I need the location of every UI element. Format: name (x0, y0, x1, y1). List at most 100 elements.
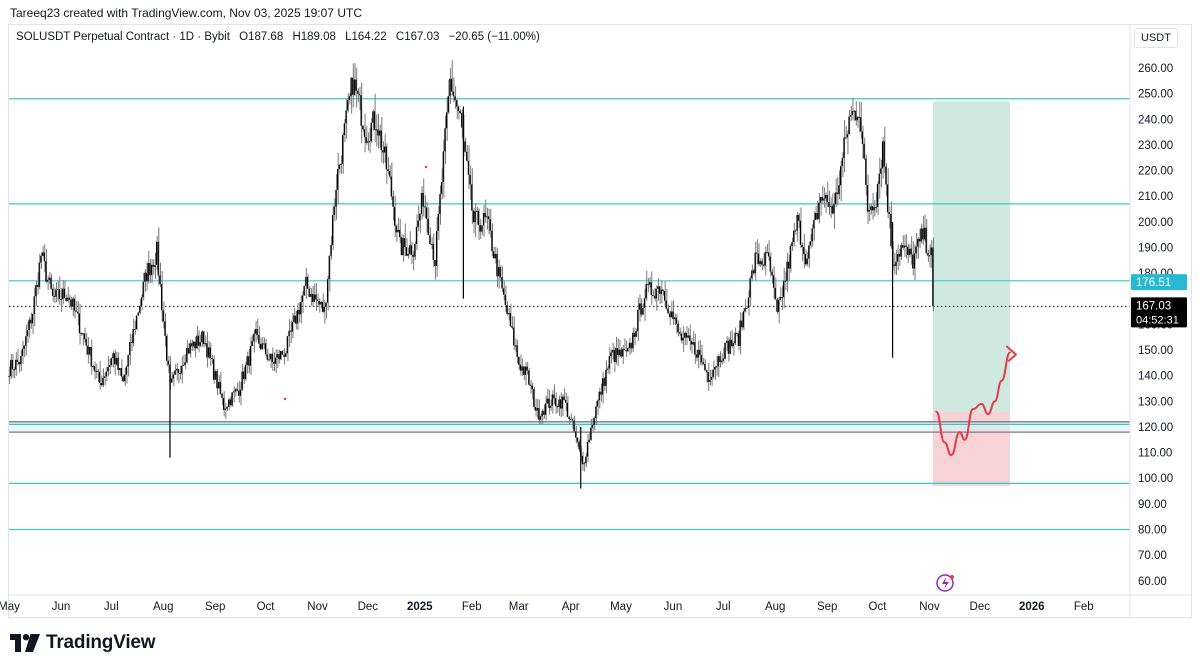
candle-body (446, 112, 448, 129)
y-tick-label: 200.00 (1138, 217, 1173, 229)
candle-body (506, 305, 508, 315)
candle-body (117, 357, 119, 370)
candle-body (591, 424, 594, 428)
candle-body (31, 313, 34, 324)
candle-body (893, 264, 895, 266)
currency-selector[interactable]: USDT (1134, 28, 1178, 48)
y-tick-label: 260.00 (1138, 63, 1173, 75)
candle-body (276, 354, 278, 358)
candle-body (412, 254, 414, 257)
candle-body (575, 431, 577, 438)
candle-body (280, 350, 282, 360)
candles-layer (8, 60, 934, 489)
candle-body (147, 263, 149, 282)
candle-body (68, 297, 70, 300)
candle-body (920, 228, 922, 242)
candle-body (144, 272, 146, 282)
chart-frame[interactable] (8, 24, 1192, 618)
candle-body (21, 348, 24, 357)
candle-body (259, 343, 262, 350)
candle-body (762, 264, 765, 266)
candle-body (878, 173, 880, 184)
candle-body (83, 333, 86, 340)
candle-body (405, 247, 407, 256)
candle-body (551, 394, 553, 406)
candle-body (751, 270, 753, 279)
candle-body (130, 342, 132, 344)
candle-body (271, 353, 273, 362)
x-tick-label: Dec (358, 601, 379, 613)
candle-body (699, 349, 701, 355)
candle-body (162, 310, 164, 322)
misc-layer (283, 165, 954, 592)
candle-body (534, 407, 537, 411)
x-tick-label: Nov (307, 601, 328, 613)
candle-body (689, 335, 691, 342)
candle-body (860, 117, 862, 132)
candle-body (46, 279, 49, 282)
y-tick-label: 220.00 (1138, 166, 1173, 178)
candle-body (603, 378, 605, 386)
candle-body (172, 374, 174, 379)
candle-body (529, 384, 532, 386)
candle-body (226, 406, 228, 409)
candle-body (347, 100, 349, 111)
candle-body (779, 297, 781, 300)
candle-body (152, 264, 154, 267)
candle-body (865, 158, 867, 185)
candle-body (177, 368, 179, 373)
tradingview-logo-icon (10, 634, 40, 652)
candle-body (558, 399, 560, 408)
candle-body (137, 312, 139, 316)
candle-body (831, 205, 833, 214)
candle-body (786, 261, 788, 281)
candle-body (606, 368, 609, 370)
candle-body (611, 349, 614, 353)
candle-body (58, 289, 60, 299)
candle-body (36, 285, 39, 287)
candle-body (776, 299, 778, 312)
candle-body (880, 168, 882, 174)
candle-body (759, 261, 761, 265)
y-tick-label: 60.00 (1138, 576, 1167, 588)
candle-body (174, 370, 176, 375)
candle-body (560, 399, 562, 409)
candle-body (422, 192, 424, 207)
candle-body (630, 342, 632, 349)
candle-body (650, 282, 652, 296)
candle-body (78, 313, 81, 334)
candle-body (291, 321, 293, 332)
x-tick-label: Jun (52, 601, 71, 613)
candle-body (769, 256, 771, 272)
candle-body (855, 110, 857, 121)
candle-body (216, 371, 218, 389)
candle-body (829, 205, 832, 207)
candle-body (590, 427, 592, 440)
legend-change: −20.65 (−11.00%) (448, 31, 540, 43)
candle-body (353, 79, 355, 95)
candle-body (489, 219, 491, 231)
candle-body (736, 332, 738, 334)
candle-body (142, 281, 144, 298)
candle-body (491, 230, 493, 252)
candle-body (752, 270, 755, 274)
candle-body (281, 350, 283, 355)
candle-body (459, 110, 461, 114)
candle-body (325, 302, 327, 307)
candle-body (662, 289, 664, 291)
chart-legend: SOLUSDT Perpetual Contract · 1D · Bybit … (16, 31, 546, 43)
candle-body (772, 275, 775, 288)
candle-body (913, 253, 915, 269)
candle-body (897, 253, 899, 262)
candle-body (633, 332, 635, 337)
candle-body (925, 227, 927, 254)
legend-symbol[interactable]: SOLUSDT Perpetual Contract · 1D · Bybit (16, 31, 230, 43)
candle-body (623, 348, 625, 351)
candle-body (814, 212, 817, 220)
candle-body (538, 408, 540, 420)
y-tick-label: 150.00 (1138, 345, 1173, 357)
candle-body (754, 252, 756, 274)
candle-body (372, 111, 374, 123)
candle-body (430, 243, 433, 245)
